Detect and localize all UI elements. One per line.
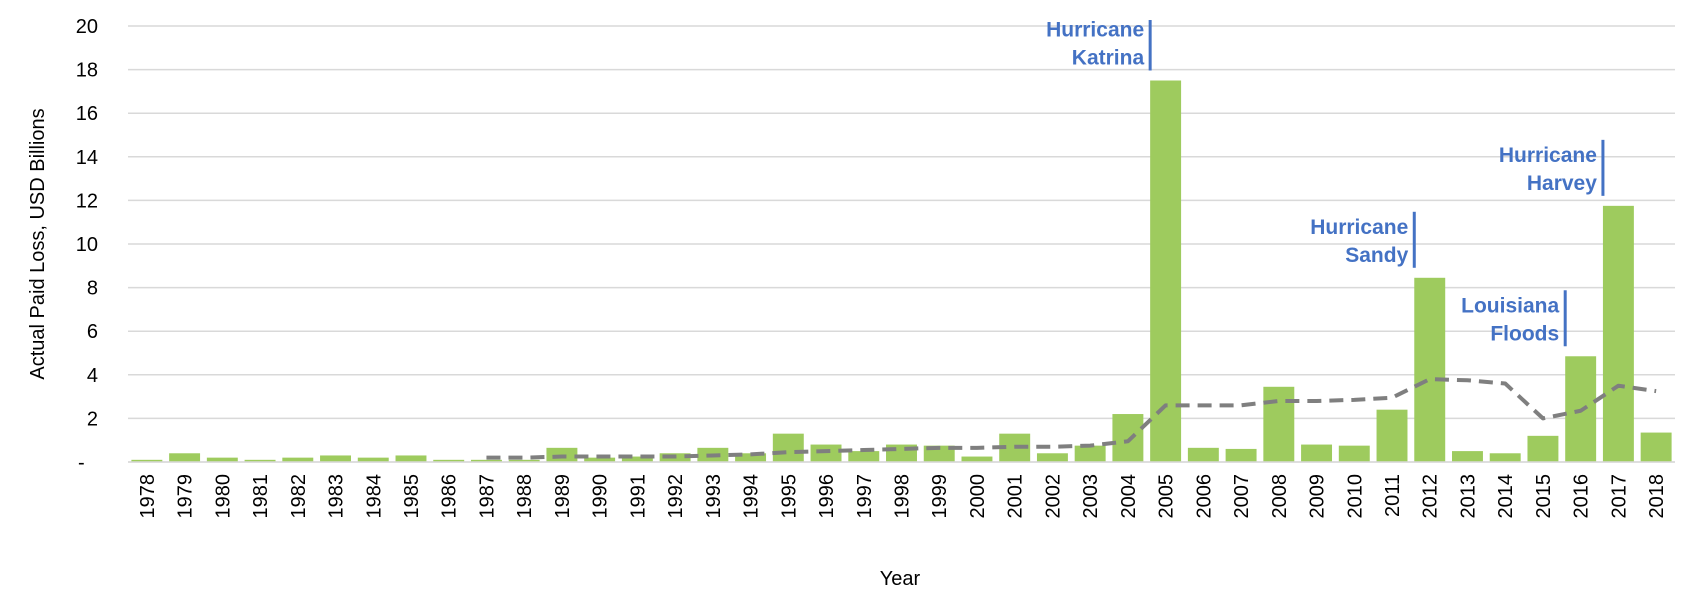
bar <box>1489 453 1521 462</box>
bar <box>1301 444 1333 462</box>
bar <box>206 457 238 462</box>
x-tick-label: 1979 <box>175 474 197 519</box>
x-tick-label: 1993 <box>703 474 725 519</box>
x-tick-label: 1978 <box>137 474 159 519</box>
x-tick-label: 1988 <box>514 474 536 519</box>
x-tick-label: 2018 <box>1646 474 1668 519</box>
bar <box>1640 432 1672 462</box>
x-tick-label: 2011 <box>1382 474 1404 517</box>
bar <box>1376 409 1408 462</box>
y-tick-label: 4 <box>87 365 98 387</box>
bar <box>772 433 804 462</box>
x-tick-label: 2005 <box>1156 474 1178 519</box>
annotation-text: Hurricane <box>1499 144 1597 167</box>
x-tick-label: 2007 <box>1231 474 1253 519</box>
x-tick-label: 2006 <box>1193 474 1215 519</box>
bar <box>244 459 276 462</box>
bar <box>131 459 163 462</box>
bar <box>621 456 653 462</box>
x-axis-title: Year <box>880 568 921 590</box>
bar <box>1225 448 1257 462</box>
bar <box>1527 435 1559 462</box>
x-tick-label: 2013 <box>1457 474 1479 519</box>
x-tick-label: 1991 <box>627 474 649 519</box>
x-tick-label: 2002 <box>1042 474 1064 519</box>
x-tick-label: 1994 <box>741 474 763 519</box>
x-tick-label: 1983 <box>326 474 348 519</box>
bar <box>961 456 993 462</box>
x-tick-label: 2000 <box>967 474 989 519</box>
x-tick-label: 1999 <box>929 474 951 519</box>
bar <box>169 453 201 462</box>
annotation-text: Hurricane <box>1046 19 1144 42</box>
x-tick-label: 2001 <box>1005 474 1027 519</box>
y-axis-title: Actual Paid Loss, USD Billions <box>27 108 49 379</box>
bar <box>395 455 427 462</box>
y-tick-label: 6 <box>87 321 98 343</box>
x-tick-label: 2003 <box>1080 474 1102 519</box>
bar <box>357 457 389 462</box>
x-tick-label: 2017 <box>1608 474 1630 519</box>
x-tick-label: 1982 <box>288 474 310 519</box>
annotation-text: Harvey <box>1527 172 1597 195</box>
y-tick-label: 10 <box>76 234 98 256</box>
bar <box>1452 451 1483 462</box>
annotation-text: Hurricane <box>1310 216 1408 239</box>
bar <box>1414 277 1446 462</box>
x-tick-label: 1992 <box>665 474 687 519</box>
annotation-text: Sandy <box>1345 244 1408 267</box>
x-tick-label: 1985 <box>401 474 423 519</box>
y-tick-label: - <box>78 452 85 474</box>
bar <box>1263 386 1295 462</box>
x-tick-label: 1984 <box>363 474 385 519</box>
y-tick-label: 2 <box>87 408 98 430</box>
annotation-text: Katrina <box>1072 47 1145 70</box>
annotation-text: Louisiana <box>1461 294 1559 317</box>
x-tick-label: 1981 <box>250 474 272 519</box>
x-tick-label: 2004 <box>1118 474 1140 519</box>
bar <box>470 459 502 462</box>
bar <box>1112 414 1144 462</box>
bar <box>848 451 880 462</box>
annotation-text: Floods <box>1490 322 1559 345</box>
bar <box>810 444 842 462</box>
x-tick-label: 1997 <box>854 474 876 519</box>
bar <box>508 459 540 462</box>
bar <box>735 453 767 462</box>
x-tick-label: 2014 <box>1495 474 1517 519</box>
y-tick-label: 8 <box>87 278 98 300</box>
y-tick-label: 16 <box>76 103 98 125</box>
bar <box>1602 205 1634 462</box>
bar <box>584 457 616 462</box>
x-tick-label: 2012 <box>1420 474 1442 519</box>
y-tick-label: 18 <box>76 60 98 82</box>
y-tick-label: 20 <box>76 16 98 38</box>
bar <box>1187 447 1219 462</box>
bar <box>433 459 465 462</box>
bar <box>1338 445 1370 462</box>
bar <box>1074 445 1106 462</box>
bar <box>1150 80 1182 462</box>
x-tick-label: 1996 <box>816 474 838 519</box>
x-tick-label: 1980 <box>212 474 234 519</box>
x-tick-label: 2015 <box>1533 474 1555 519</box>
y-tick-label: 12 <box>76 190 98 212</box>
x-tick-label: 2010 <box>1344 474 1366 519</box>
x-tick-label: 2008 <box>1269 474 1291 519</box>
bar <box>1036 453 1068 462</box>
trend-line <box>486 377 1657 460</box>
bar <box>320 455 351 462</box>
x-tick-label: 1990 <box>590 474 612 519</box>
x-tick-label: 1989 <box>552 474 574 519</box>
x-tick-label: 1986 <box>439 474 461 519</box>
y-tick-label: 14 <box>76 147 98 169</box>
x-tick-label: 1998 <box>892 474 914 519</box>
x-tick-label: 1987 <box>476 474 498 519</box>
x-tick-label: 1995 <box>778 474 800 519</box>
x-tick-label: 2016 <box>1571 474 1593 519</box>
x-tick-label: 2009 <box>1307 474 1329 519</box>
bar <box>282 457 314 462</box>
